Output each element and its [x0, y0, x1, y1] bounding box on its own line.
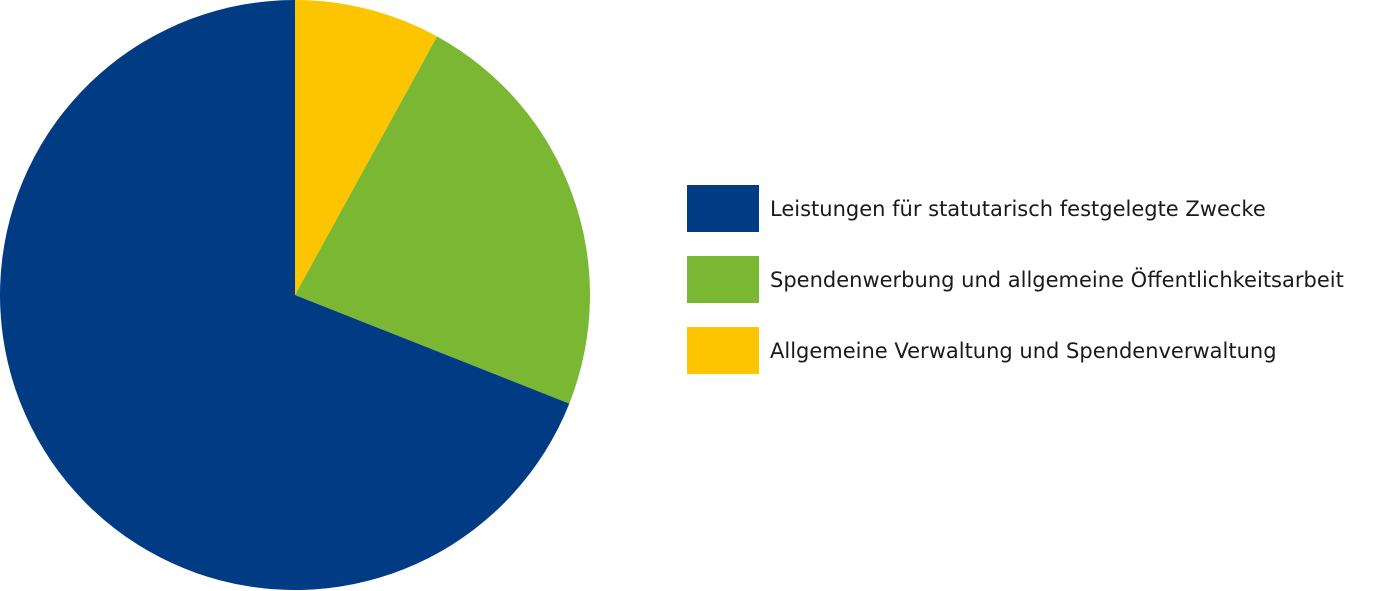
- pie-slice: [295, 36, 590, 404]
- legend-swatch: [687, 256, 759, 303]
- legend-swatch: [687, 327, 759, 374]
- legend-label: Spendenwerbung und allgemeine Öffentlich…: [770, 267, 1344, 292]
- pie-slice: [0, 0, 570, 590]
- legend-label: Leistungen für statutarisch festgelegte …: [770, 197, 1266, 221]
- pie-slice: [295, 0, 438, 295]
- legend-label: Allgemeine Verwaltung und Spendenverwalt…: [770, 339, 1277, 363]
- legend-swatch: [687, 185, 759, 232]
